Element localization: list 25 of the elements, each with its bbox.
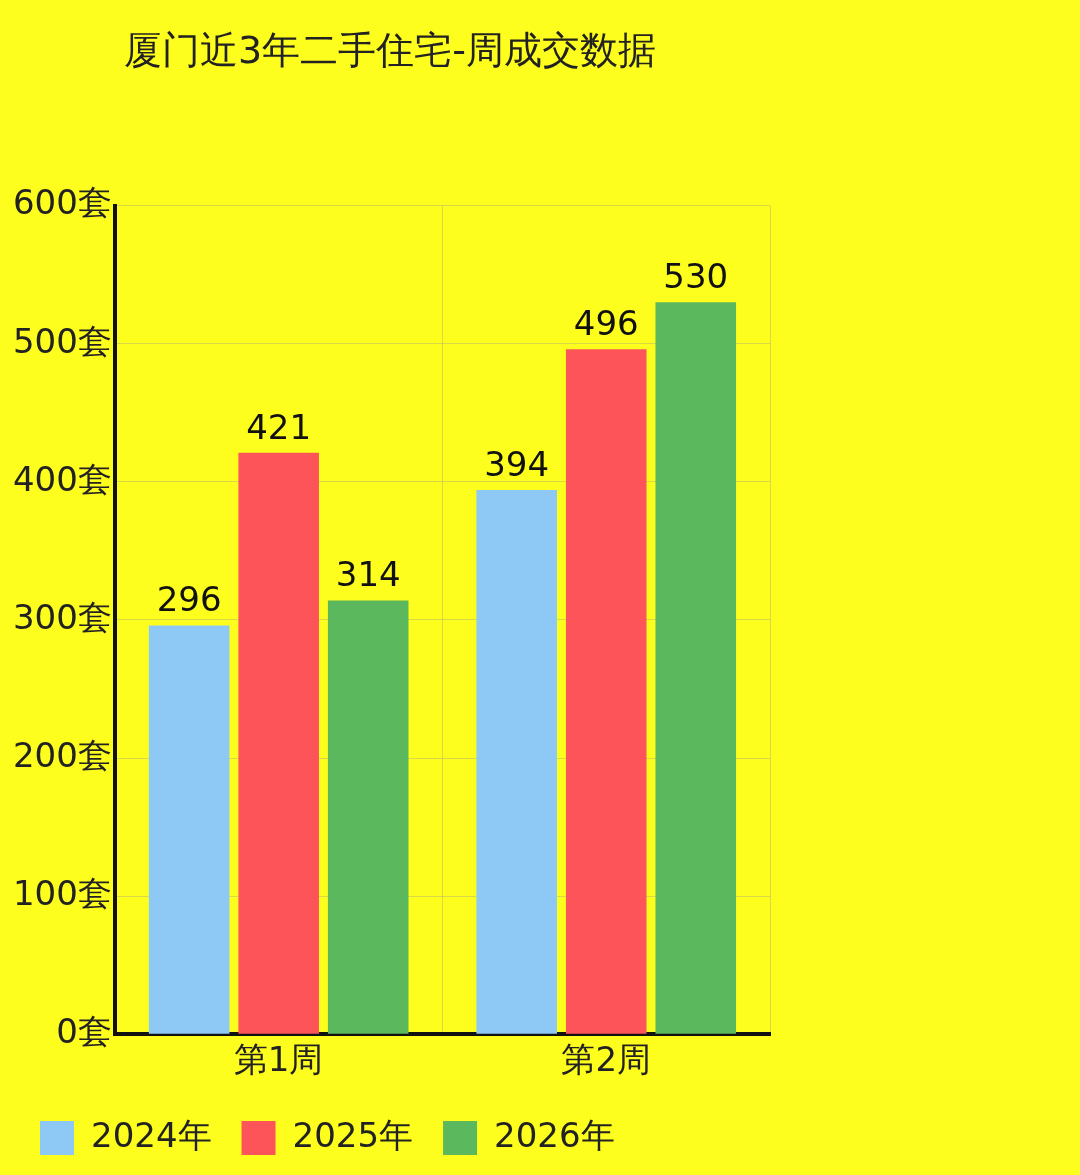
data-label: 496 [573, 303, 639, 344]
y-tick-label: 200套 [12, 734, 112, 775]
y-tick-label: 400套 [12, 458, 112, 499]
legend-label: 2025年 [292, 1114, 414, 1155]
bar [238, 452, 319, 1034]
bar [565, 349, 647, 1034]
y-tick-label: 600套 [12, 182, 112, 223]
data-label: 530 [663, 256, 729, 297]
x-tick-label: 第1周 [233, 1039, 324, 1080]
legend-label: 2026年 [494, 1114, 615, 1155]
y-tick-label: 0套 [56, 1011, 112, 1052]
bar [327, 600, 409, 1034]
bar [476, 490, 557, 1034]
bar [655, 302, 737, 1034]
y-tick-label: 100套 [12, 872, 112, 913]
bar [148, 625, 230, 1034]
y-tick-label: 500套 [12, 320, 112, 361]
x-tick-label: 第2周 [561, 1039, 652, 1080]
data-label: 296 [156, 579, 222, 620]
legend-label: 2024年 [91, 1114, 212, 1155]
data-label: 421 [246, 406, 312, 447]
chart-title: 厦门近3年二手住宅-周成交数据 [124, 27, 656, 72]
data-label: 314 [335, 554, 401, 595]
y-tick-label: 300套 [12, 596, 112, 637]
data-label: 394 [484, 443, 550, 484]
